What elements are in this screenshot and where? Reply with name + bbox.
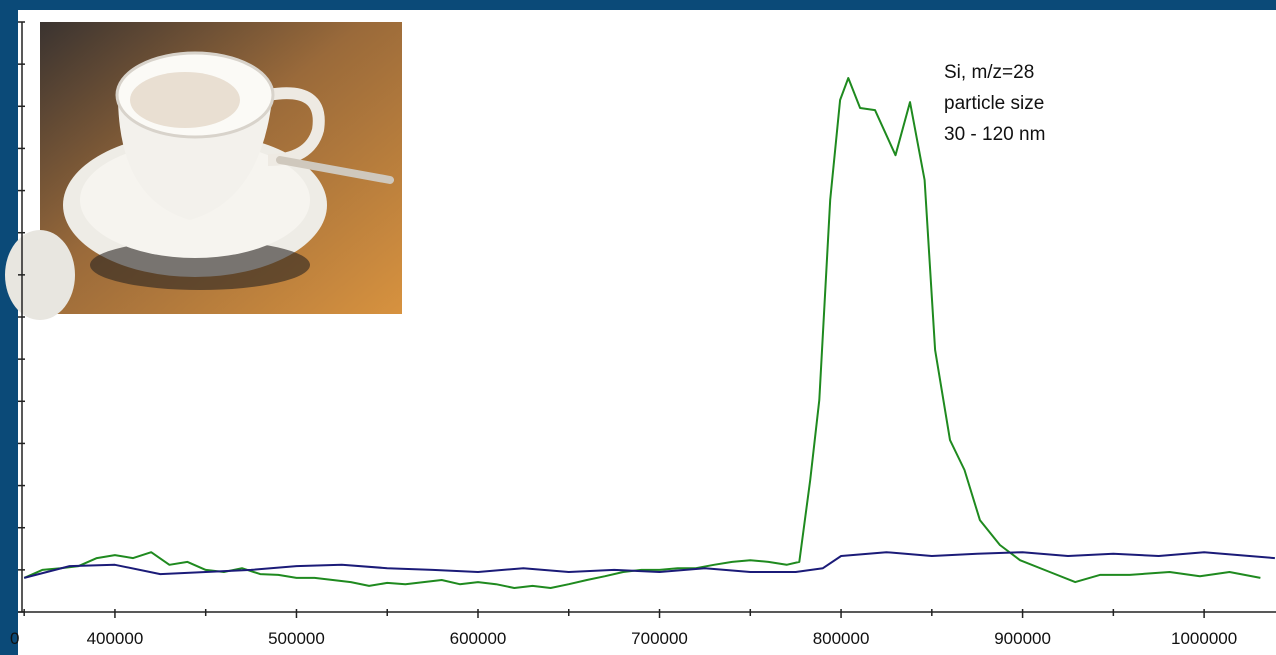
- x-tick-label: 900000: [994, 629, 1051, 648]
- annotation: 30 - 120 nm: [944, 124, 1045, 145]
- x-tick-label: 500000: [268, 629, 325, 648]
- page: {"chart_data": { "type": "line", "annota…: [0, 0, 1276, 655]
- x-tick-label: 1000000: [1171, 629, 1237, 648]
- annotation: Si, m/z=28: [944, 62, 1034, 83]
- x-tick-label: 400000: [87, 629, 144, 648]
- chart: 0 400000 500000 600000 700000 800000 900000 10…: [0, 0, 1276, 655]
- x-tick-label: 800000: [813, 629, 870, 648]
- x-start-label: 0: [10, 629, 19, 648]
- annotation: particle size: [944, 93, 1044, 114]
- x-tick-label: 700000: [631, 629, 688, 648]
- photo-inset: [5, 22, 402, 320]
- x-tick-label: 600000: [450, 629, 507, 648]
